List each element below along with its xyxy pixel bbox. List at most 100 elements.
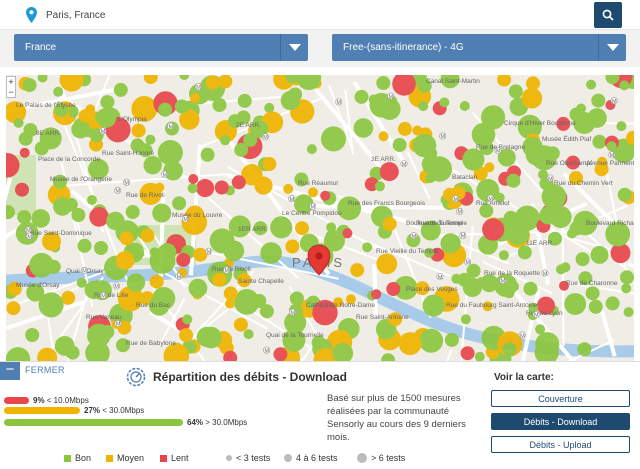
speed-bar-label: 27% < 30.0Mbps (84, 406, 144, 415)
map-label: Rue de Rivoli (126, 192, 165, 199)
metro-icon: M (335, 98, 343, 106)
map-label: 1ER ARR. (238, 226, 268, 233)
coverage-dot (200, 326, 222, 349)
coverage-dot (193, 247, 208, 262)
coverage-dot (54, 336, 75, 356)
coverage-dot (174, 99, 189, 114)
coverage-dot (22, 78, 37, 93)
coverage-dot (253, 221, 268, 236)
coverage-dot (188, 174, 199, 184)
coverage-dot (480, 274, 499, 293)
coverage-dot (462, 148, 485, 171)
medium-swatch (106, 454, 113, 462)
coverage-dot (31, 209, 50, 228)
close-panel-button[interactable]: − (0, 362, 20, 380)
coverage-dot (78, 109, 93, 123)
coverage-dot (421, 154, 441, 174)
svg-text:M: M (610, 153, 615, 159)
coverage-dot (38, 292, 64, 318)
coverage-dot (39, 127, 62, 150)
coverage-dot (321, 126, 346, 152)
coverage-dot (420, 220, 441, 241)
coverage-dot (616, 121, 627, 132)
coverage-dot (296, 75, 322, 90)
metro-icon: M (99, 291, 107, 300)
coverage-dot (6, 205, 15, 220)
svg-text:M: M (101, 129, 106, 135)
coverage-dot (234, 289, 260, 315)
search-input[interactable] (46, 5, 586, 25)
metro-icon: M (400, 160, 408, 168)
coverage-dot (6, 301, 21, 316)
coverage-dot (506, 173, 521, 188)
download-speed-button[interactable]: Débits - Download (491, 413, 630, 430)
coverage-dot (376, 253, 398, 275)
coverage-dot (577, 342, 592, 357)
svg-text:M: M (337, 100, 342, 106)
coverage-dot (569, 171, 583, 185)
map-label: Cathédrale Notre-Dame (306, 302, 375, 309)
coverage-dot (308, 187, 318, 198)
filter-bar: France Free-(sans-itinerance) - 4G (0, 30, 640, 67)
svg-text:M: M (290, 310, 295, 316)
coverage-dot (481, 105, 506, 130)
svg-text:M: M (196, 85, 201, 91)
upload-speed-button[interactable]: Débits - Upload (491, 436, 630, 453)
coverage-dot (53, 174, 67, 189)
coverage-map[interactable]: Canal Saint-Martin Le Palais de l'Élysée L… (6, 75, 634, 361)
coverage-dot (376, 76, 391, 90)
svg-text:M: M (458, 210, 463, 216)
coverage-dot (119, 231, 134, 246)
coverage-dot (176, 252, 191, 267)
map-label: Rue de Turenne (416, 220, 463, 227)
close-panel-label[interactable]: FERMER (25, 365, 65, 375)
map-label: 11E ARR. (526, 240, 554, 247)
coverage-dot (559, 280, 569, 291)
speed-bar-row: 64% > 30.0Mbps (4, 418, 247, 427)
coverage-dot (620, 270, 634, 285)
map-label: Rue Oberkampf (546, 160, 592, 167)
svg-text:M: M (168, 124, 173, 130)
coverage-button[interactable]: Couverture (491, 390, 630, 407)
coverage-dot (125, 205, 140, 219)
svg-text:M: M (441, 134, 446, 140)
map-canvas[interactable]: Canal Saint-Martin Le Palais de l'Élysée L… (6, 75, 634, 361)
coverage-dot (498, 250, 509, 261)
metro-icon: M (436, 273, 444, 281)
country-select[interactable]: France (14, 34, 308, 61)
coverage-dot (476, 178, 500, 202)
coverage-dot (237, 273, 252, 288)
operator-select[interactable]: Free-(sans-itinerance) - 4G (332, 34, 626, 61)
coverage-dot (140, 228, 155, 243)
coverage-dot (444, 332, 459, 347)
coverage-dot (539, 206, 558, 225)
coverage-dot (586, 79, 597, 90)
coverage-dot (457, 272, 472, 287)
coverage-dot (548, 231, 562, 246)
svg-text:M: M (438, 275, 443, 281)
location-pin-icon[interactable] (307, 244, 331, 276)
metro-icon: M (194, 83, 202, 91)
coverage-dot (138, 143, 153, 158)
coverage-dot (415, 281, 430, 296)
svg-text:M: M (263, 135, 268, 141)
coverage-dot (113, 82, 128, 97)
coverage-dot (526, 76, 540, 91)
svg-text:M: M (453, 197, 458, 203)
small-dot-icon (226, 455, 232, 461)
zoom-in-button[interactable]: + (8, 77, 14, 87)
map-label: Le Centre Pompidou (282, 210, 342, 217)
coverage-dot (88, 158, 109, 180)
metro-icon: M (532, 310, 540, 319)
zoom-out-button[interactable]: − (8, 87, 14, 97)
coverage-dot (542, 191, 557, 206)
svg-text:M: M (543, 271, 548, 277)
coverage-dot (172, 196, 187, 211)
country-select-value: France (25, 42, 57, 53)
map-label: Rue de Charonne (566, 280, 618, 287)
coverage-dot (497, 148, 516, 167)
search-button[interactable] (594, 2, 622, 28)
svg-text:M: M (225, 268, 230, 274)
metro-icon: M (487, 194, 495, 202)
coverage-dot (25, 328, 40, 342)
